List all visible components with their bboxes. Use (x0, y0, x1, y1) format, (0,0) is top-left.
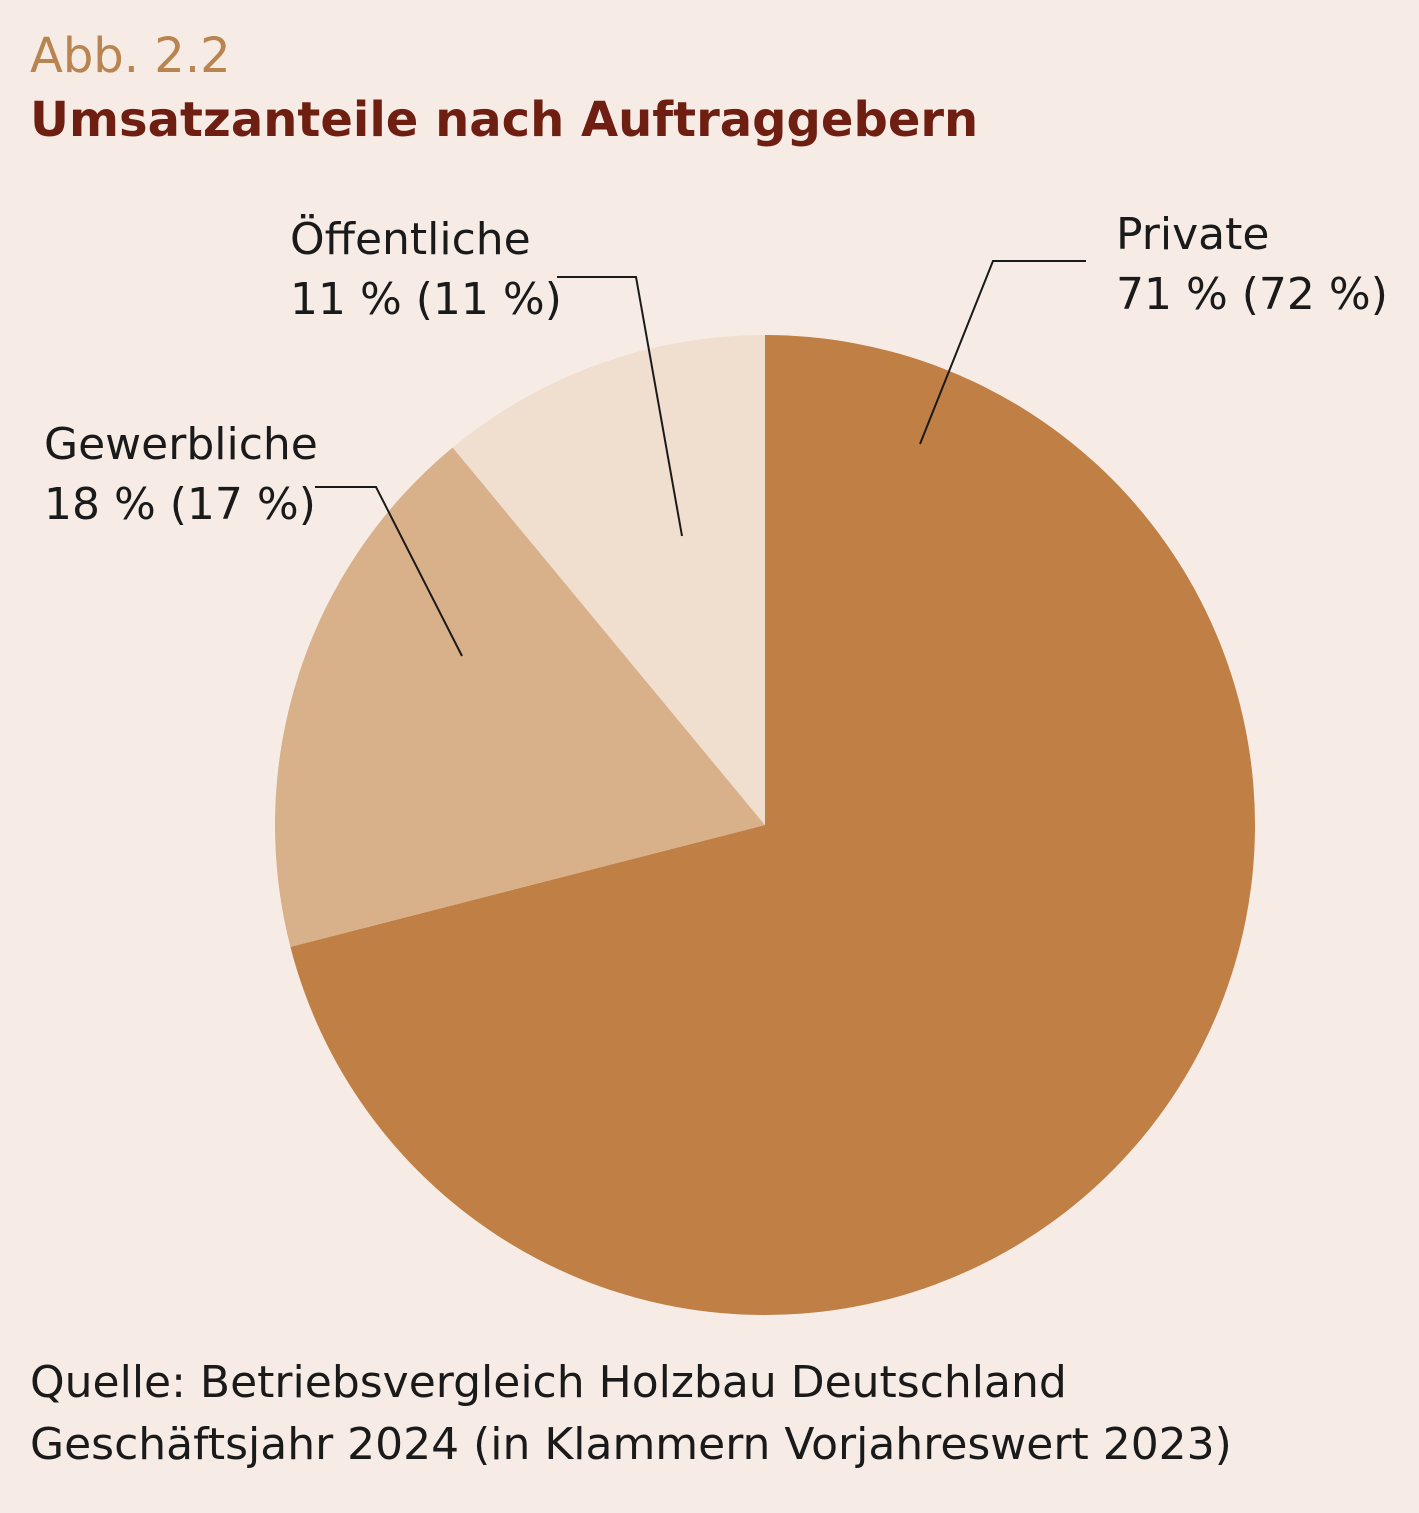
slice-label-oeffentliche: Öffentliche 11 % (11 %) (290, 210, 562, 330)
chart-title: Umsatzanteile nach Auftraggebern (30, 92, 979, 148)
pie-slices (275, 335, 1255, 1315)
pie-slice-gewerbliche (275, 447, 765, 947)
slice-value-gewerbliche: 18 % (17 %) (44, 479, 316, 530)
pie-slice-oeffentliche (452, 335, 765, 825)
leader-line-gewerbliche (315, 486, 463, 657)
source-line-1: Quelle: Betriebsvergleich Holzbau Deutsc… (30, 1357, 1067, 1408)
slice-label-private: Private 71 % (72 %) (1116, 205, 1388, 325)
source-note: Quelle: Betriebsvergleich Holzbau Deutsc… (30, 1352, 1232, 1476)
slice-name-oeffentliche: Öffentliche (290, 214, 531, 265)
pie-slice-private (290, 335, 1255, 1315)
slice-name-gewerbliche: Gewerbliche (44, 419, 318, 470)
source-line-2: Geschäftsjahr 2024 (in Klammern Vorjahre… (30, 1419, 1232, 1470)
leader-line-oeffentliche (557, 276, 683, 537)
slice-name-private: Private (1116, 209, 1270, 260)
slice-label-gewerbliche: Gewerbliche 18 % (17 %) (44, 415, 318, 535)
figure-number: Abb. 2.2 (30, 28, 231, 84)
leader-lines (315, 260, 1086, 657)
slice-value-private: 71 % (72 %) (1116, 269, 1388, 320)
leader-line-private (919, 260, 1086, 445)
slice-value-oeffentliche: 11 % (11 %) (290, 274, 562, 325)
